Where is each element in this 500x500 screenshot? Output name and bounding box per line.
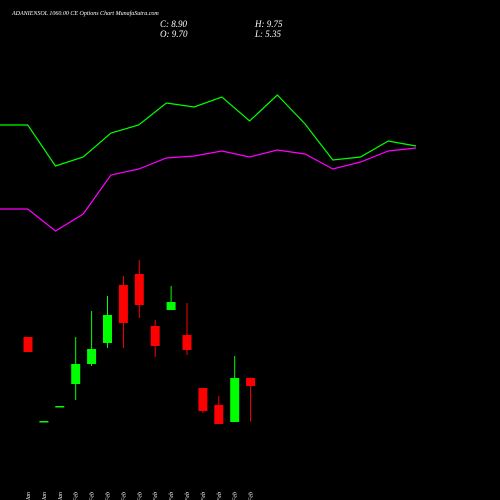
line-series bbox=[0, 94, 417, 167]
candle-body bbox=[39, 421, 49, 423]
candle-body bbox=[55, 406, 65, 408]
candle-body bbox=[182, 335, 192, 350]
candle-body bbox=[71, 364, 81, 384]
candle-body bbox=[150, 326, 160, 346]
x-tick-label: 05 Feb bbox=[106, 492, 112, 500]
candle-body bbox=[246, 378, 256, 386]
candle-body bbox=[230, 378, 240, 422]
x-tick-label: 17 Jan bbox=[26, 492, 32, 500]
ohlc-text: C: 8.90 bbox=[160, 19, 188, 29]
x-tick-label: 04 Feb bbox=[89, 492, 96, 500]
x-tick-label: 23 Jan bbox=[42, 492, 48, 500]
x-tick-label: 13 Feb bbox=[201, 492, 207, 500]
x-tick-label: 07 Feb bbox=[137, 492, 143, 500]
candle-body bbox=[23, 337, 33, 352]
candle-body bbox=[87, 349, 97, 364]
chart-title: ADANIENSOL 1060.00 CE Options Chart Muna… bbox=[11, 10, 159, 17]
line-series bbox=[0, 147, 417, 232]
x-tick-label: 18 Feb bbox=[249, 492, 255, 500]
candle-body bbox=[103, 315, 112, 343]
x-tick-label: 06 Feb bbox=[121, 492, 127, 500]
candle-body bbox=[214, 405, 224, 424]
x-tick-label: 14 Feb bbox=[216, 492, 223, 500]
x-tick-label: 10 Feb bbox=[153, 492, 159, 500]
ohlc-text: O: 9.70 bbox=[160, 29, 188, 39]
x-tick-label: 29 Jan bbox=[58, 492, 64, 500]
candle-body bbox=[198, 388, 208, 411]
x-tick-label: 03 Feb bbox=[74, 492, 80, 500]
ohlc-text: H: 9.75 bbox=[254, 19, 283, 29]
candle-body bbox=[166, 302, 176, 310]
x-tick-label: 11 Feb bbox=[169, 492, 175, 500]
ohlc-text: L: 5.35 bbox=[254, 29, 282, 39]
x-tick-label: 17 Feb bbox=[233, 492, 239, 500]
x-tick-label: 12 Feb bbox=[185, 492, 191, 500]
candle-body bbox=[118, 285, 128, 323]
candle-body bbox=[134, 274, 144, 305]
